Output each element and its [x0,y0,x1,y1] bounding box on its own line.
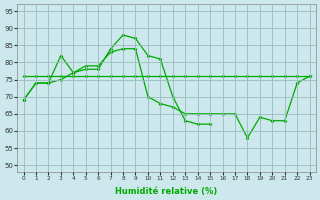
X-axis label: Humidité relative (%): Humidité relative (%) [116,187,218,196]
